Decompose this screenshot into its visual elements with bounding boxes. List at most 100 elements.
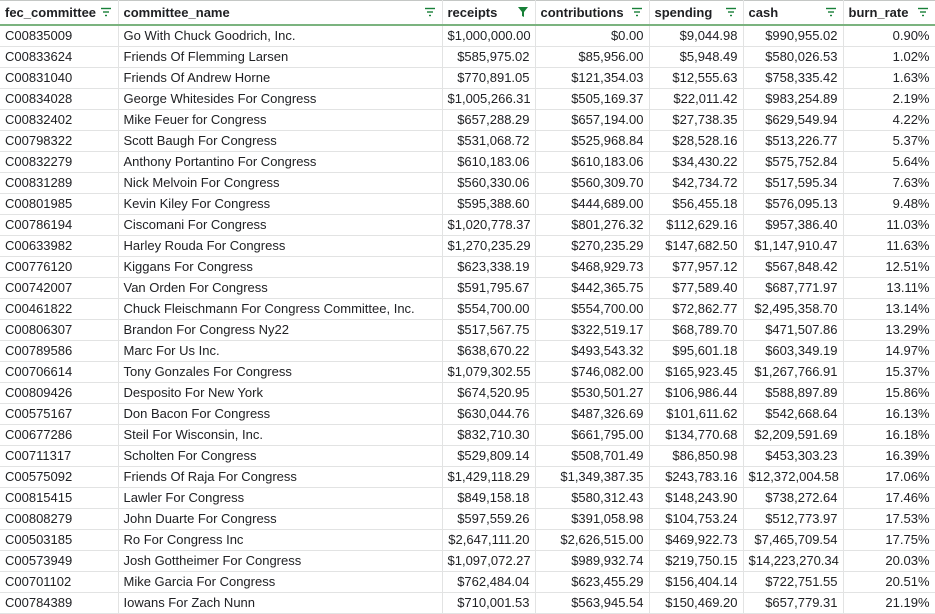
cell-fec-committee[interactable]: C00806307 bbox=[0, 319, 119, 341]
cell-cash[interactable]: $603,349.19 bbox=[743, 340, 844, 362]
cell-receipts[interactable]: $710,001.53 bbox=[442, 592, 536, 614]
cell-burn-rate[interactable]: 13.29% bbox=[843, 319, 935, 341]
filter-lines-icon[interactable] bbox=[725, 6, 737, 18]
cell-receipts[interactable]: $1,270,235.29 bbox=[442, 235, 536, 257]
cell-spending[interactable]: $34,430.22 bbox=[649, 151, 744, 173]
cell-contributions[interactable]: $2,626,515.00 bbox=[535, 529, 650, 551]
cell-contributions[interactable]: $85,956.00 bbox=[535, 46, 650, 68]
cell-committee-name[interactable]: Ciscomani For Congress bbox=[118, 214, 443, 236]
cell-contributions[interactable]: $508,701.49 bbox=[535, 445, 650, 467]
cell-contributions[interactable]: $580,312.43 bbox=[535, 487, 650, 509]
cell-burn-rate[interactable]: 5.37% bbox=[843, 130, 935, 152]
cell-cash[interactable]: $990,955.02 bbox=[743, 24, 844, 47]
cell-committee-name[interactable]: Josh Gottheimer For Congress bbox=[118, 550, 443, 572]
cell-cash[interactable]: $7,465,709.54 bbox=[743, 529, 844, 551]
cell-burn-rate[interactable]: 16.13% bbox=[843, 403, 935, 425]
cell-spending[interactable]: $56,455.18 bbox=[649, 193, 744, 215]
cell-fec-committee[interactable]: C00503185 bbox=[0, 529, 119, 551]
cell-fec-committee[interactable]: C00815415 bbox=[0, 487, 119, 509]
cell-burn-rate[interactable]: 17.46% bbox=[843, 487, 935, 509]
cell-contributions[interactable]: $442,365.75 bbox=[535, 277, 650, 299]
cell-burn-rate[interactable]: 9.48% bbox=[843, 193, 935, 215]
cell-fec-committee[interactable]: C00461822 bbox=[0, 298, 119, 320]
cell-fec-committee[interactable]: C00834028 bbox=[0, 88, 119, 110]
cell-receipts[interactable]: $531,068.72 bbox=[442, 130, 536, 152]
cell-burn-rate[interactable]: 7.63% bbox=[843, 172, 935, 194]
cell-spending[interactable]: $469,922.73 bbox=[649, 529, 744, 551]
cell-committee-name[interactable]: Chuck Fleischmann For Congress Committee… bbox=[118, 298, 443, 320]
cell-contributions[interactable]: $657,194.00 bbox=[535, 109, 650, 131]
cell-fec-committee[interactable]: C00786194 bbox=[0, 214, 119, 236]
column-header-committee-name[interactable]: committee_name bbox=[118, 0, 443, 26]
cell-burn-rate[interactable]: 16.18% bbox=[843, 424, 935, 446]
cell-receipts[interactable]: $1,429,118.29 bbox=[442, 466, 536, 488]
column-header-burn-rate[interactable]: burn_rate bbox=[843, 0, 935, 26]
cell-spending[interactable]: $22,011.42 bbox=[649, 88, 744, 110]
cell-contributions[interactable]: $801,276.32 bbox=[535, 214, 650, 236]
cell-committee-name[interactable]: Harley Rouda For Congress bbox=[118, 235, 443, 257]
cell-spending[interactable]: $12,555.63 bbox=[649, 67, 744, 89]
cell-receipts[interactable]: $623,338.19 bbox=[442, 256, 536, 278]
cell-contributions[interactable]: $391,058.98 bbox=[535, 508, 650, 530]
cell-fec-committee[interactable]: C00831289 bbox=[0, 172, 119, 194]
cell-cash[interactable]: $576,095.13 bbox=[743, 193, 844, 215]
cell-receipts[interactable]: $591,795.67 bbox=[442, 277, 536, 299]
cell-receipts[interactable]: $585,975.02 bbox=[442, 46, 536, 68]
cell-contributions[interactable]: $525,968.84 bbox=[535, 130, 650, 152]
filter-funnel-icon[interactable] bbox=[517, 6, 529, 18]
cell-fec-committee[interactable]: C00789586 bbox=[0, 340, 119, 362]
cell-spending[interactable]: $5,948.49 bbox=[649, 46, 744, 68]
cell-receipts[interactable]: $770,891.05 bbox=[442, 67, 536, 89]
cell-receipts[interactable]: $638,670.22 bbox=[442, 340, 536, 362]
cell-fec-committee[interactable]: C00701102 bbox=[0, 571, 119, 593]
cell-cash[interactable]: $1,147,910.47 bbox=[743, 235, 844, 257]
cell-spending[interactable]: $165,923.45 bbox=[649, 361, 744, 383]
cell-spending[interactable]: $72,862.77 bbox=[649, 298, 744, 320]
cell-contributions[interactable]: $468,929.73 bbox=[535, 256, 650, 278]
cell-fec-committee[interactable]: C00835009 bbox=[0, 24, 119, 47]
cell-cash[interactable]: $471,507.86 bbox=[743, 319, 844, 341]
cell-cash[interactable]: $629,549.94 bbox=[743, 109, 844, 131]
cell-fec-committee[interactable]: C00784389 bbox=[0, 592, 119, 614]
cell-spending[interactable]: $156,404.14 bbox=[649, 571, 744, 593]
cell-burn-rate[interactable]: 17.75% bbox=[843, 529, 935, 551]
cell-burn-rate[interactable]: 1.63% bbox=[843, 67, 935, 89]
cell-spending[interactable]: $219,750.15 bbox=[649, 550, 744, 572]
cell-receipts[interactable]: $762,484.04 bbox=[442, 571, 536, 593]
cell-committee-name[interactable]: Desposito For New York bbox=[118, 382, 443, 404]
cell-burn-rate[interactable]: 4.22% bbox=[843, 109, 935, 131]
cell-contributions[interactable]: $444,689.00 bbox=[535, 193, 650, 215]
cell-cash[interactable]: $14,223,270.34 bbox=[743, 550, 844, 572]
cell-receipts[interactable]: $595,388.60 bbox=[442, 193, 536, 215]
cell-cash[interactable]: $517,595.34 bbox=[743, 172, 844, 194]
cell-receipts[interactable]: $597,559.26 bbox=[442, 508, 536, 530]
cell-fec-committee[interactable]: C00833624 bbox=[0, 46, 119, 68]
cell-burn-rate[interactable]: 17.53% bbox=[843, 508, 935, 530]
cell-spending[interactable]: $42,734.72 bbox=[649, 172, 744, 194]
cell-fec-committee[interactable]: C00706614 bbox=[0, 361, 119, 383]
cell-committee-name[interactable]: Friends Of Andrew Horne bbox=[118, 67, 443, 89]
cell-contributions[interactable]: $121,354.03 bbox=[535, 67, 650, 89]
filter-lines-icon[interactable] bbox=[100, 6, 112, 18]
cell-cash[interactable]: $575,752.84 bbox=[743, 151, 844, 173]
cell-cash[interactable]: $722,751.55 bbox=[743, 571, 844, 593]
cell-spending[interactable]: $148,243.90 bbox=[649, 487, 744, 509]
cell-receipts[interactable]: $1,020,778.37 bbox=[442, 214, 536, 236]
cell-contributions[interactable]: $270,235.29 bbox=[535, 235, 650, 257]
cell-burn-rate[interactable]: 5.64% bbox=[843, 151, 935, 173]
cell-fec-committee[interactable]: C00633982 bbox=[0, 235, 119, 257]
cell-contributions[interactable]: $505,169.37 bbox=[535, 88, 650, 110]
cell-committee-name[interactable]: Nick Melvoin For Congress bbox=[118, 172, 443, 194]
cell-receipts[interactable]: $560,330.06 bbox=[442, 172, 536, 194]
cell-cash[interactable]: $542,668.64 bbox=[743, 403, 844, 425]
cell-receipts[interactable]: $1,005,266.31 bbox=[442, 88, 536, 110]
cell-receipts[interactable]: $1,000,000.00 bbox=[442, 24, 536, 47]
cell-receipts[interactable]: $832,710.30 bbox=[442, 424, 536, 446]
cell-burn-rate[interactable]: 11.63% bbox=[843, 235, 935, 257]
cell-receipts[interactable]: $630,044.76 bbox=[442, 403, 536, 425]
cell-spending[interactable]: $95,601.18 bbox=[649, 340, 744, 362]
cell-fec-committee[interactable]: C00832279 bbox=[0, 151, 119, 173]
cell-fec-committee[interactable]: C00575167 bbox=[0, 403, 119, 425]
cell-cash[interactable]: $2,209,591.69 bbox=[743, 424, 844, 446]
cell-committee-name[interactable]: Steil For Wisconsin, Inc. bbox=[118, 424, 443, 446]
